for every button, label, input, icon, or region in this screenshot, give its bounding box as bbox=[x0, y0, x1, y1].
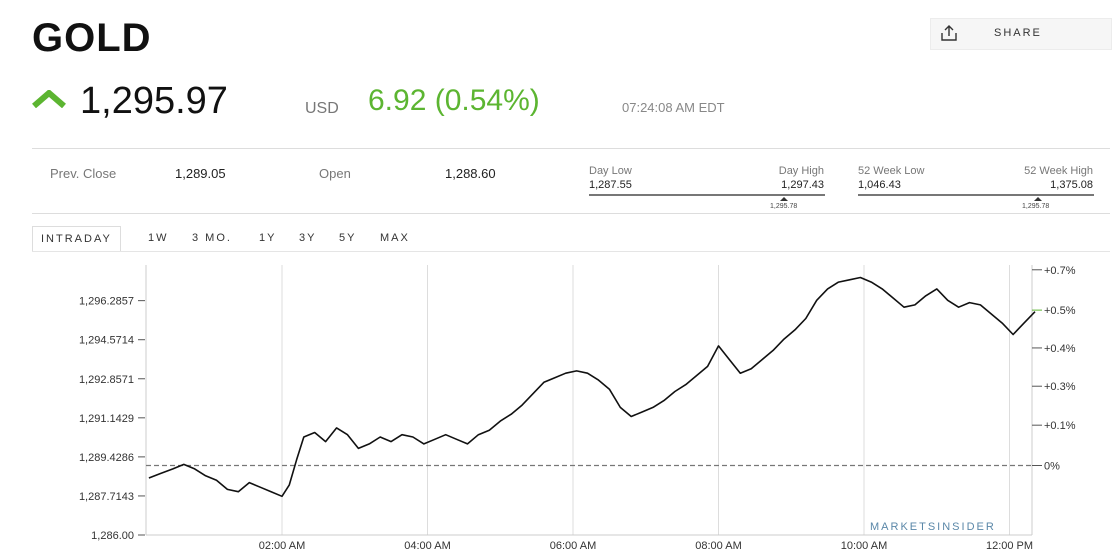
tab-3y[interactable]: 3Y bbox=[299, 232, 317, 244]
week52-high-label: 52 Week High bbox=[1024, 165, 1093, 177]
chart-axes: 02:00 AM 04:00 AM 06:00 AM 08:00 AM 10:00 AM… bbox=[79, 265, 1076, 552]
y-tick-label: 1,294.5714 bbox=[79, 335, 134, 347]
week52-low-label: 52 Week Low bbox=[858, 165, 925, 177]
week52-high-value: 1,375.08 bbox=[1050, 179, 1093, 191]
tab-max[interactable]: MAX bbox=[380, 232, 410, 244]
week52-marker-icon bbox=[1034, 197, 1042, 201]
page-title: GOLD bbox=[32, 16, 152, 60]
x-tick-label: 12:00 PM bbox=[986, 540, 1033, 552]
tab-5y[interactable]: 5Y bbox=[339, 232, 357, 244]
day-low-value: 1,287.55 bbox=[589, 179, 632, 191]
x-tick-label: 02:00 AM bbox=[259, 540, 305, 552]
day-low-label: Day Low bbox=[589, 165, 632, 177]
day-range-bar bbox=[589, 194, 825, 196]
week52-marker-value: 1,295.78 bbox=[1022, 203, 1050, 210]
right-tick-label: 0% bbox=[1044, 461, 1060, 473]
prev-close-value: 1,289.05 bbox=[175, 166, 226, 181]
price-change: 6.92 (0.54%) bbox=[368, 84, 540, 117]
x-tick-label: 10:00 AM bbox=[841, 540, 887, 552]
share-label: SHARE bbox=[994, 27, 1042, 39]
right-tick-label: +0.7% bbox=[1044, 265, 1076, 277]
brand-watermark: MARKETSINSIDER bbox=[870, 521, 996, 533]
quote-time: 07:24:08 AM EDT bbox=[622, 100, 725, 115]
tabs-divider bbox=[32, 251, 1110, 252]
day-high-value: 1,297.43 bbox=[781, 179, 824, 191]
last-price: 1,295.97 bbox=[80, 80, 228, 122]
y-tick-label: 1,296.2857 bbox=[79, 296, 134, 308]
x-tick-label: 04:00 AM bbox=[404, 540, 450, 552]
day-marker-value: 1,295.78 bbox=[770, 203, 798, 210]
week52-low-value: 1,046.43 bbox=[858, 179, 901, 191]
y-tick-label: 1,287.7143 bbox=[79, 491, 134, 503]
share-button[interactable]: SHARE bbox=[930, 18, 1112, 50]
tab-intraday[interactable]: INTRADAY bbox=[32, 226, 121, 252]
y-tick-label: 1,291.1429 bbox=[79, 413, 134, 425]
right-tick-label: +0.1% bbox=[1044, 420, 1076, 432]
day-marker-icon bbox=[780, 197, 788, 201]
arrow-up-icon bbox=[32, 89, 66, 113]
right-tick-label: +0.4% bbox=[1044, 343, 1076, 355]
share-icon bbox=[939, 24, 959, 47]
currency: USD bbox=[305, 100, 339, 117]
right-tick-label: +0.5% bbox=[1044, 305, 1076, 317]
right-tick-label: +0.3% bbox=[1044, 381, 1076, 393]
prev-close-label: Prev. Close bbox=[50, 166, 117, 181]
y-tick-label: 1,292.8571 bbox=[79, 374, 134, 386]
x-tick-label: 06:00 AM bbox=[550, 540, 596, 552]
price-line bbox=[148, 276, 1036, 498]
chart-grid bbox=[281, 265, 1010, 535]
day-high-label: Day High bbox=[778, 165, 824, 177]
tab-1y[interactable]: 1Y bbox=[259, 232, 277, 244]
y-tick-label: 1,286.00 bbox=[91, 530, 134, 542]
chart-series bbox=[146, 276, 1036, 498]
y-tick-label: 1,289.4286 bbox=[79, 452, 134, 464]
week52-range-bar bbox=[858, 194, 1094, 196]
open-value: 1,288.60 bbox=[445, 166, 496, 181]
tab-3mo[interactable]: 3 MO. bbox=[192, 232, 232, 244]
open-label: Open bbox=[319, 166, 351, 181]
tab-1w[interactable]: 1W bbox=[148, 232, 169, 244]
stats-bar: Prev. Close 1,289.05 Open 1,288.60 Day L… bbox=[32, 148, 1110, 214]
x-tick-label: 08:00 AM bbox=[695, 540, 741, 552]
